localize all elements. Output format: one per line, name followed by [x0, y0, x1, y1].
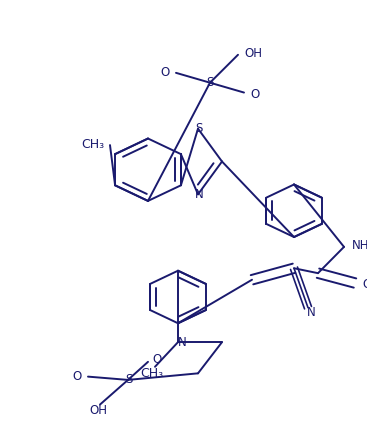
Text: O: O — [250, 88, 259, 101]
Text: O: O — [161, 66, 170, 79]
Text: O: O — [362, 278, 367, 291]
Text: CH₃: CH₃ — [81, 138, 104, 151]
Text: OH: OH — [89, 404, 107, 417]
Text: S: S — [195, 122, 203, 135]
Text: O: O — [73, 370, 82, 383]
Text: N: N — [195, 188, 203, 201]
Text: OH: OH — [244, 46, 262, 59]
Text: CH₃: CH₃ — [141, 367, 164, 380]
Text: N: N — [178, 337, 186, 350]
Text: S: S — [125, 373, 133, 386]
Text: N: N — [306, 306, 315, 319]
Text: O: O — [152, 353, 161, 366]
Text: NH: NH — [352, 239, 367, 252]
Text: S: S — [206, 76, 214, 89]
